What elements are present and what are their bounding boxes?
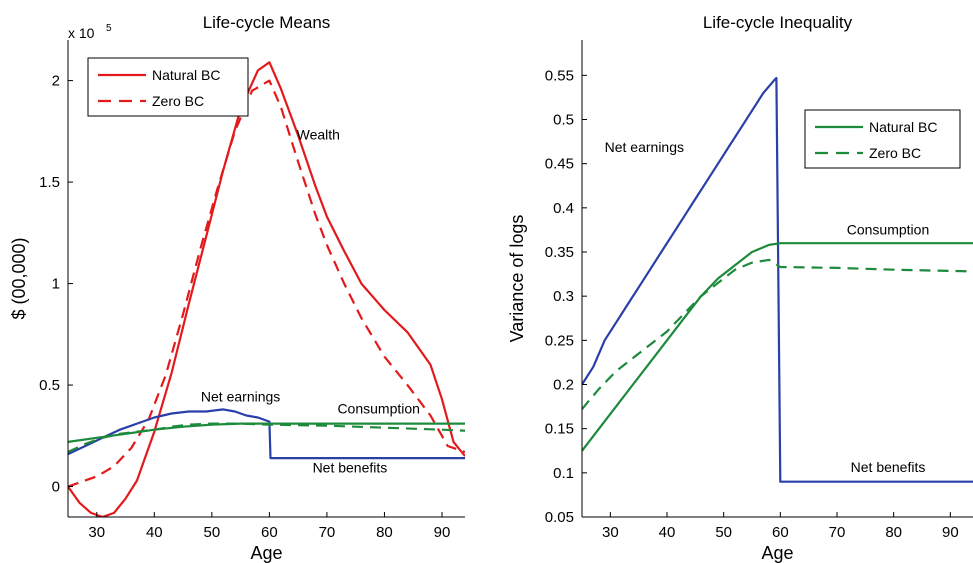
annotation-label: Net benefits (313, 459, 388, 475)
x-tick-label: 30 (88, 524, 105, 541)
legend-label: Zero BC (152, 93, 204, 109)
x-axis-label: Age (761, 543, 793, 563)
annotation-label: Net benefits (851, 459, 926, 475)
y-axis-label: $ (00,000) (9, 237, 29, 319)
y-tick-label: 0.5 (553, 112, 574, 129)
legend-label: Zero BC (869, 145, 921, 161)
y-tick-label: 0.15 (545, 421, 574, 438)
x-axis-label: Age (250, 543, 282, 563)
legend: Natural BC Zero BC (87, 57, 249, 117)
y-tick-label: 0.2 (553, 377, 574, 394)
series-line-consumption-solid (582, 242, 973, 452)
y-tick-label: 1 (52, 276, 60, 293)
x-tick-label: 70 (829, 524, 846, 541)
series-line-wealth-dashed (68, 79, 465, 488)
y-tick-label: 2 (52, 73, 60, 90)
x-tick-label: 60 (261, 524, 278, 541)
legend-label: Natural BC (869, 119, 937, 135)
x-tick-label: 60 (772, 524, 789, 541)
y-tick-label: 0.55 (545, 67, 574, 84)
x-tick-label: 40 (659, 524, 676, 541)
x-tick-label: 50 (715, 524, 732, 541)
series-line-net-earnings-solid (582, 76, 973, 483)
legend-box (87, 57, 249, 117)
y-tick-label: 0.4 (553, 200, 574, 217)
chart-2: 30 40 50 60 70 80 90 0.05 0.1 0.15 0.2 0.25 0.3 0.35 0… (507, 13, 973, 563)
y-tick-label: 0.1 (553, 465, 574, 482)
x-tick-label: 80 (376, 524, 393, 541)
y-tick-label: 0.45 (545, 156, 574, 173)
y-multiplier-label: x 10 (68, 25, 95, 41)
chart-title: Life-cycle Means (203, 13, 331, 32)
y-tick-label: 0.35 (545, 244, 574, 261)
annotation-label: Net earnings (605, 139, 684, 155)
series-line-consumption-dashed (582, 258, 973, 410)
series-line-consumption-dashed (68, 422, 465, 453)
y-tick-label: 0.25 (545, 332, 574, 349)
annotation-label: Consumption (337, 400, 420, 416)
legend-box (804, 109, 961, 169)
y-multiplier-exponent: 5 (106, 23, 112, 34)
y-tick-label: 0 (52, 479, 60, 496)
x-tick-label: 80 (885, 524, 902, 541)
chart-title: Life-cycle Inequality (703, 13, 853, 32)
x-tick-label: 90 (942, 524, 959, 541)
series-group (582, 76, 973, 483)
legend: Natural BC Zero BC (804, 109, 961, 169)
chart-1: 30 40 50 60 70 80 90 0 0.5 1 1.5 2 Life-cycle Means A… (9, 13, 465, 563)
y-tick-label: 1.5 (39, 174, 60, 191)
x-tick-label: 40 (146, 524, 163, 541)
x-tick-label: 30 (602, 524, 619, 541)
x-tick-label: 70 (319, 524, 336, 541)
y-tick-label: 0.3 (553, 288, 574, 305)
series-group (68, 61, 465, 517)
legend-label: Natural BC (152, 67, 220, 83)
y-axis-label: Variance of logs (507, 215, 527, 343)
annotation-label: Consumption (847, 221, 930, 237)
y-tick-label: 0.5 (39, 377, 60, 394)
annotation-label: Net earnings (201, 388, 280, 404)
x-tick-label: 50 (203, 524, 220, 541)
annotation-label: Wealth (297, 126, 340, 142)
series-line-net-earnings-solid (68, 408, 465, 460)
y-tick-label: 0.05 (545, 509, 574, 526)
series-line-wealth-solid (68, 61, 465, 517)
x-tick-label: 90 (434, 524, 451, 541)
